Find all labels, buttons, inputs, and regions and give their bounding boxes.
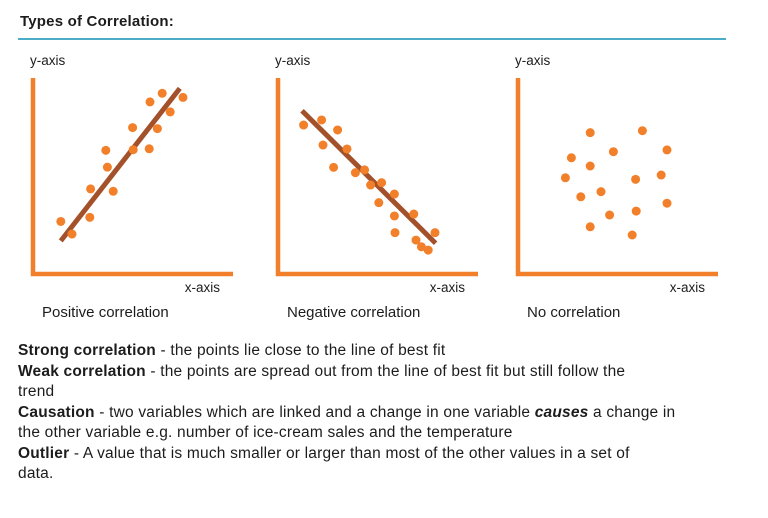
- scatter-point: [627, 230, 637, 240]
- definition-text: - the points lie close to the line of be…: [155, 342, 446, 359]
- definition-text: - A value that is much smaller or larger…: [69, 444, 630, 462]
- scatter-plot-positive: [30, 78, 233, 277]
- scatter-point: [566, 153, 576, 163]
- definition-text: the other variable e.g. number of ice-cr…: [18, 424, 513, 441]
- scatter-point: [128, 145, 138, 155]
- scatter-point: [318, 140, 328, 150]
- definition-text: data.: [18, 465, 54, 482]
- scatter-point: [390, 228, 400, 238]
- definition-text: a change in: [588, 403, 676, 421]
- scatter-point: [108, 186, 118, 196]
- y-axis-label: y-axis: [275, 53, 311, 68]
- chart-negative-correlation: y-axis x-axis Negative correlation: [263, 50, 503, 328]
- scatter-point: [152, 124, 162, 134]
- scatter-point: [416, 242, 426, 252]
- x-axis-label: x-axis: [669, 280, 705, 295]
- chart-axes: [275, 78, 478, 277]
- chart-caption: Positive correlation: [42, 304, 169, 321]
- definition-text: trend: [18, 383, 55, 400]
- definition-term: Strong correlation: [18, 342, 156, 359]
- scatter-point: [165, 107, 175, 117]
- scatter-point: [423, 245, 433, 255]
- scatter-point: [157, 88, 167, 98]
- definition-term: Causation: [18, 403, 95, 421]
- definition-text: - the points are spread out from the lin…: [145, 362, 626, 380]
- scatter-point: [585, 222, 595, 232]
- scatter-point: [608, 147, 618, 157]
- scatter-point: [596, 187, 606, 197]
- scatter-point: [430, 228, 440, 238]
- scatter-point: [85, 212, 95, 222]
- definition-weak-correlation: Weak correlation - the points are spread…: [18, 362, 758, 403]
- scatter-point: [631, 206, 641, 216]
- scatter-point: [333, 125, 343, 135]
- scatter-point: [178, 92, 188, 102]
- scatter-point: [389, 189, 399, 199]
- scatter-point: [662, 198, 672, 208]
- scatter-point: [145, 97, 155, 107]
- scatter-point: [102, 162, 112, 172]
- scatter-point: [67, 229, 77, 239]
- scatter-point: [560, 173, 570, 183]
- scatter-point: [637, 126, 647, 136]
- scatter-point: [86, 184, 96, 194]
- scatter-point: [299, 120, 309, 130]
- title-underline-rule: [18, 38, 726, 40]
- scatter-point: [317, 115, 327, 125]
- trend-line: [300, 108, 438, 246]
- scatter-point: [605, 210, 615, 220]
- trend-line: [58, 86, 182, 243]
- scatter-point: [360, 165, 370, 175]
- scatter-point: [101, 145, 111, 155]
- definition-text: - two variables which are linked and a c…: [94, 403, 535, 421]
- y-axis-label: y-axis: [30, 53, 66, 68]
- scatter-point: [144, 144, 154, 154]
- scatter-point: [409, 209, 419, 219]
- scatter-point: [656, 170, 666, 180]
- chart-positive-correlation: y-axis x-axis Positive correlation: [18, 50, 258, 328]
- scatter-point: [374, 198, 384, 208]
- definition-term: Weak correlation: [18, 362, 146, 380]
- chart-axes: [515, 78, 718, 277]
- x-axis-label: x-axis: [184, 280, 220, 295]
- scatter-point: [389, 211, 399, 221]
- page-title: Types of Correlation:: [20, 13, 174, 30]
- chart-caption: Negative correlation: [287, 304, 421, 321]
- scatter-plot-negative: [275, 78, 478, 277]
- scatter-point: [342, 144, 352, 154]
- scatter-point: [56, 216, 66, 226]
- definition-causation: Causation - two variables which are link…: [18, 403, 758, 444]
- chart-caption: No correlation: [527, 304, 621, 321]
- definition-term: Outlier: [18, 444, 70, 462]
- scatter-plot-none: [515, 78, 718, 277]
- x-axis-label: x-axis: [429, 280, 465, 295]
- definition-term: causes: [534, 403, 589, 421]
- definition-strong-correlation: Strong correlation - the points lie clos…: [18, 341, 758, 362]
- scatter-point: [366, 180, 376, 190]
- scatter-point: [350, 168, 360, 178]
- scatter-point: [662, 145, 672, 155]
- scatter-point: [411, 235, 421, 245]
- chart-axes: [30, 78, 233, 277]
- definition-outlier: Outlier - A value that is much smaller o…: [18, 444, 758, 485]
- definitions: Strong correlation - the points lie clos…: [18, 341, 758, 485]
- scatter-point: [377, 178, 387, 188]
- scatter-point: [128, 123, 138, 133]
- chart-no-correlation: y-axis x-axis No correlation: [503, 50, 743, 328]
- scatter-point: [585, 161, 595, 171]
- scatter-point: [585, 128, 595, 138]
- scatter-point: [576, 192, 586, 202]
- scatter-point: [631, 174, 641, 184]
- y-axis-label: y-axis: [515, 53, 551, 68]
- scatter-point: [329, 162, 339, 172]
